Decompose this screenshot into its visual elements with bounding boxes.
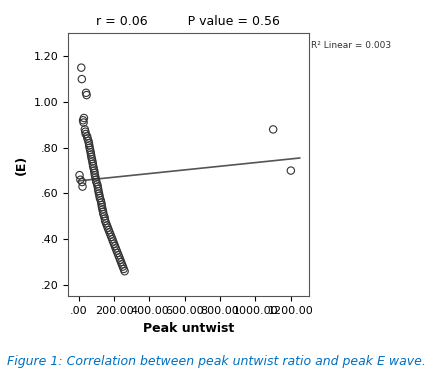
Point [112, 246, 119, 251]
Point [87, 149, 94, 155]
Point [95, 188, 102, 194]
Point [90, 163, 97, 169]
Point [87, 152, 94, 158]
Point [83, 92, 90, 98]
Point [82, 131, 89, 137]
Point [92, 174, 99, 180]
Point [111, 243, 118, 249]
Y-axis label: (E): (E) [15, 155, 28, 175]
Point [102, 218, 109, 224]
Point [106, 230, 113, 235]
Point [90, 165, 97, 171]
Point [103, 222, 110, 228]
Point [76, 172, 83, 178]
Point [83, 90, 90, 96]
Point [109, 236, 116, 242]
Point [114, 250, 121, 256]
Point [81, 115, 87, 121]
Point [103, 220, 110, 226]
Point [78, 65, 85, 71]
Point [79, 184, 86, 190]
Point [85, 138, 92, 144]
Point [85, 140, 92, 146]
Point [77, 177, 84, 183]
Point [117, 257, 124, 263]
Point [94, 184, 101, 190]
Text: Figure 1: Correlation between peak untwist ratio and peak E wave.: Figure 1: Correlation between peak untwi… [7, 355, 426, 368]
Point [82, 129, 89, 135]
Point [81, 126, 88, 132]
Point [113, 248, 120, 254]
Point [89, 158, 96, 164]
Point [97, 198, 104, 203]
Point [97, 195, 103, 201]
Point [91, 172, 98, 178]
Point [120, 266, 127, 272]
Point [288, 168, 294, 174]
Point [89, 161, 96, 167]
Point [99, 204, 106, 210]
Point [99, 206, 106, 212]
Point [107, 232, 114, 238]
Point [91, 170, 98, 176]
Point [121, 268, 128, 274]
Point [110, 238, 116, 244]
Point [119, 262, 126, 267]
Point [116, 254, 123, 260]
Point [110, 241, 117, 247]
Point [105, 227, 112, 233]
Point [84, 133, 90, 139]
Point [86, 145, 93, 151]
Point [115, 252, 122, 258]
Point [96, 193, 103, 199]
Point [100, 209, 107, 215]
Point [78, 76, 85, 82]
Point [91, 168, 98, 174]
Title: r = 0.06          P value = 0.56: r = 0.06 P value = 0.56 [97, 15, 280, 28]
Point [98, 202, 105, 208]
Point [80, 119, 87, 125]
Point [93, 179, 100, 185]
Point [88, 154, 95, 160]
Point [88, 156, 95, 162]
Point [120, 264, 126, 270]
Point [100, 211, 107, 217]
Point [101, 216, 108, 222]
Point [80, 117, 87, 123]
Point [86, 142, 93, 148]
Point [98, 200, 105, 206]
Point [94, 181, 100, 187]
Text: R² Linear = 0.003: R² Linear = 0.003 [311, 41, 391, 50]
Point [93, 177, 100, 183]
Point [79, 179, 86, 185]
Point [96, 190, 103, 196]
Point [84, 135, 91, 141]
Point [108, 234, 115, 240]
Point [270, 126, 277, 132]
Point [104, 225, 111, 231]
Point [95, 186, 102, 192]
Point [87, 147, 94, 153]
Point [101, 214, 108, 219]
Point [118, 259, 125, 265]
X-axis label: Peak untwist: Peak untwist [142, 322, 234, 335]
